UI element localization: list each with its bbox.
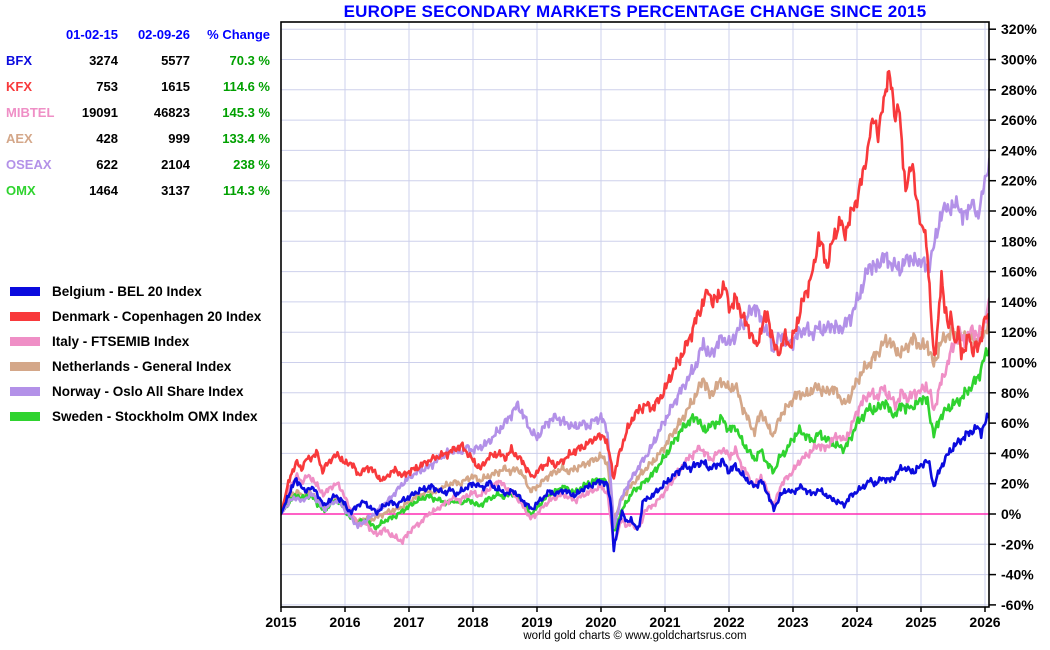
y-tick-label: 0% [1001,506,1022,522]
stats-table: 01-02-15 02-09-26 % Change BFX 3274 5577 70.3 … [6,22,270,204]
y-tick-label: 180% [1001,233,1037,249]
x-tick-label: 2018 [457,614,488,630]
y-tick-label: 40% [1001,445,1030,461]
stats-start-value: 753 [96,79,118,94]
stats-end-value: 46823 [153,105,190,120]
legend-color-swatch [10,287,40,296]
legend-label: Denmark - Copenhagen 20 Index [52,309,262,324]
x-tick-label: 2026 [969,614,1000,630]
series-line-belgium [281,411,989,553]
stats-end-value: 2104 [161,157,190,172]
stats-start-value: 1464 [89,183,118,198]
x-tick-label: 2024 [841,614,872,630]
series-line-sweden [281,342,989,532]
grid-lines [281,22,989,607]
legend-label: Norway - Oslo All Share Index [52,384,244,399]
x-tick-label: 2022 [713,614,744,630]
legend-item-denmark: Denmark - Copenhagen 20 Index [10,304,261,329]
stats-end-value: 3137 [161,183,190,198]
y-tick-label: 160% [1001,264,1037,280]
stats-change-value: 70.3 % [229,53,270,68]
stats-start-value: 428 [96,131,118,146]
x-axis-labels: 2015 2016 2017 2018 2019 2020 2021 2022 2023 2024… [265,607,1001,630]
y-tick-label: 100% [1001,355,1037,371]
y-tick-label: -40% [1001,567,1034,583]
stats-start-value: 3274 [89,53,118,68]
stats-end-value: 5577 [161,53,190,68]
legend-item-netherlands: Netherlands - General Index [10,354,261,379]
y-tick-label: 240% [1001,142,1037,158]
x-tick-label: 2017 [393,614,424,630]
stats-change-value: 114.6 % [223,79,270,94]
legend-item-norway: Norway - Oslo All Share Index [10,379,261,404]
legend-color-swatch [10,312,40,321]
stats-symbol: OSEAX [6,157,52,172]
legend-label: Italy - FTSEMIB Index [52,334,190,349]
y-tick-label: 60% [1001,415,1030,431]
legend-label: Belgium - BEL 20 Index [52,284,202,299]
legend-item-italy: Italy - FTSEMIB Index [10,329,261,354]
y-tick-label: 300% [1001,52,1037,68]
series-line-denmark [281,69,989,516]
legend-label: Sweden - Stockholm OMX Index [52,409,258,424]
stats-symbol: MIBTEL [6,105,55,120]
legend-item-belgium: Belgium - BEL 20 Index [10,279,261,304]
stats-header-1: 02-09-26 [137,27,190,42]
y-tick-label: 140% [1001,294,1037,310]
plot-border [280,21,990,608]
y-tick-label: 120% [1001,324,1037,340]
stats-change-value: 133.4 % [222,131,270,146]
stats-symbol: KFX [6,79,32,94]
x-tick-label: 2015 [265,614,296,630]
stats-end-value: 1615 [161,79,190,94]
stats-change-value: 145.3 % [222,105,270,120]
y-tick-label: 220% [1001,173,1037,189]
y-tick-label: 80% [1001,385,1030,401]
stats-change-value: 114.3 % [223,183,270,198]
legend-color-swatch [10,387,40,396]
stats-header-2: % Change [207,27,270,42]
legend: Belgium - BEL 20 Index Denmark - Copenhag… [10,279,261,429]
legend-color-swatch [10,412,40,421]
y-tick-label: -60% [1001,597,1034,613]
x-tick-label: 2021 [649,614,680,630]
page-title: EUROPE SECONDARY MARKETS PERCENTAGE CHAN… [343,2,927,21]
legend-label: Netherlands - General Index [52,359,232,374]
stats-start-value: 19091 [81,105,118,120]
stats-symbol: OMX [6,183,36,198]
legend-color-swatch [10,362,40,371]
stats-end-value: 999 [168,131,190,146]
y-tick-label: 20% [1001,476,1030,492]
stats-symbol: AEX [6,131,33,146]
stats-symbol: BFX [6,53,32,68]
stats-change-value: 238 % [233,157,270,172]
x-tick-label: 2019 [521,614,552,630]
stats-header-0: 01-02-15 [65,27,118,42]
chart-caption: world gold charts © www.goldchartsrus.co… [523,630,747,642]
series-line-netherlands [281,313,989,524]
series-lines [281,69,989,553]
x-tick-label: 2023 [777,614,808,630]
y-tick-label: 320% [1001,21,1037,37]
y-axis-labels: 320% 300% 280% 260% 240% 220% 200% 180% 160% 140%… [989,21,1037,613]
stats-start-value: 622 [96,157,118,172]
y-tick-label: 200% [1001,203,1037,219]
series-line-norway [281,157,989,530]
x-tick-label: 2020 [585,614,616,630]
y-tick-label: 260% [1001,112,1037,128]
x-tick-label: 2016 [329,614,360,630]
legend-item-sweden: Sweden - Stockholm OMX Index [10,404,261,429]
x-tick-label: 2025 [905,614,936,630]
y-tick-label: 280% [1001,82,1037,98]
y-tick-label: -20% [1001,536,1034,552]
legend-color-swatch [10,337,40,346]
